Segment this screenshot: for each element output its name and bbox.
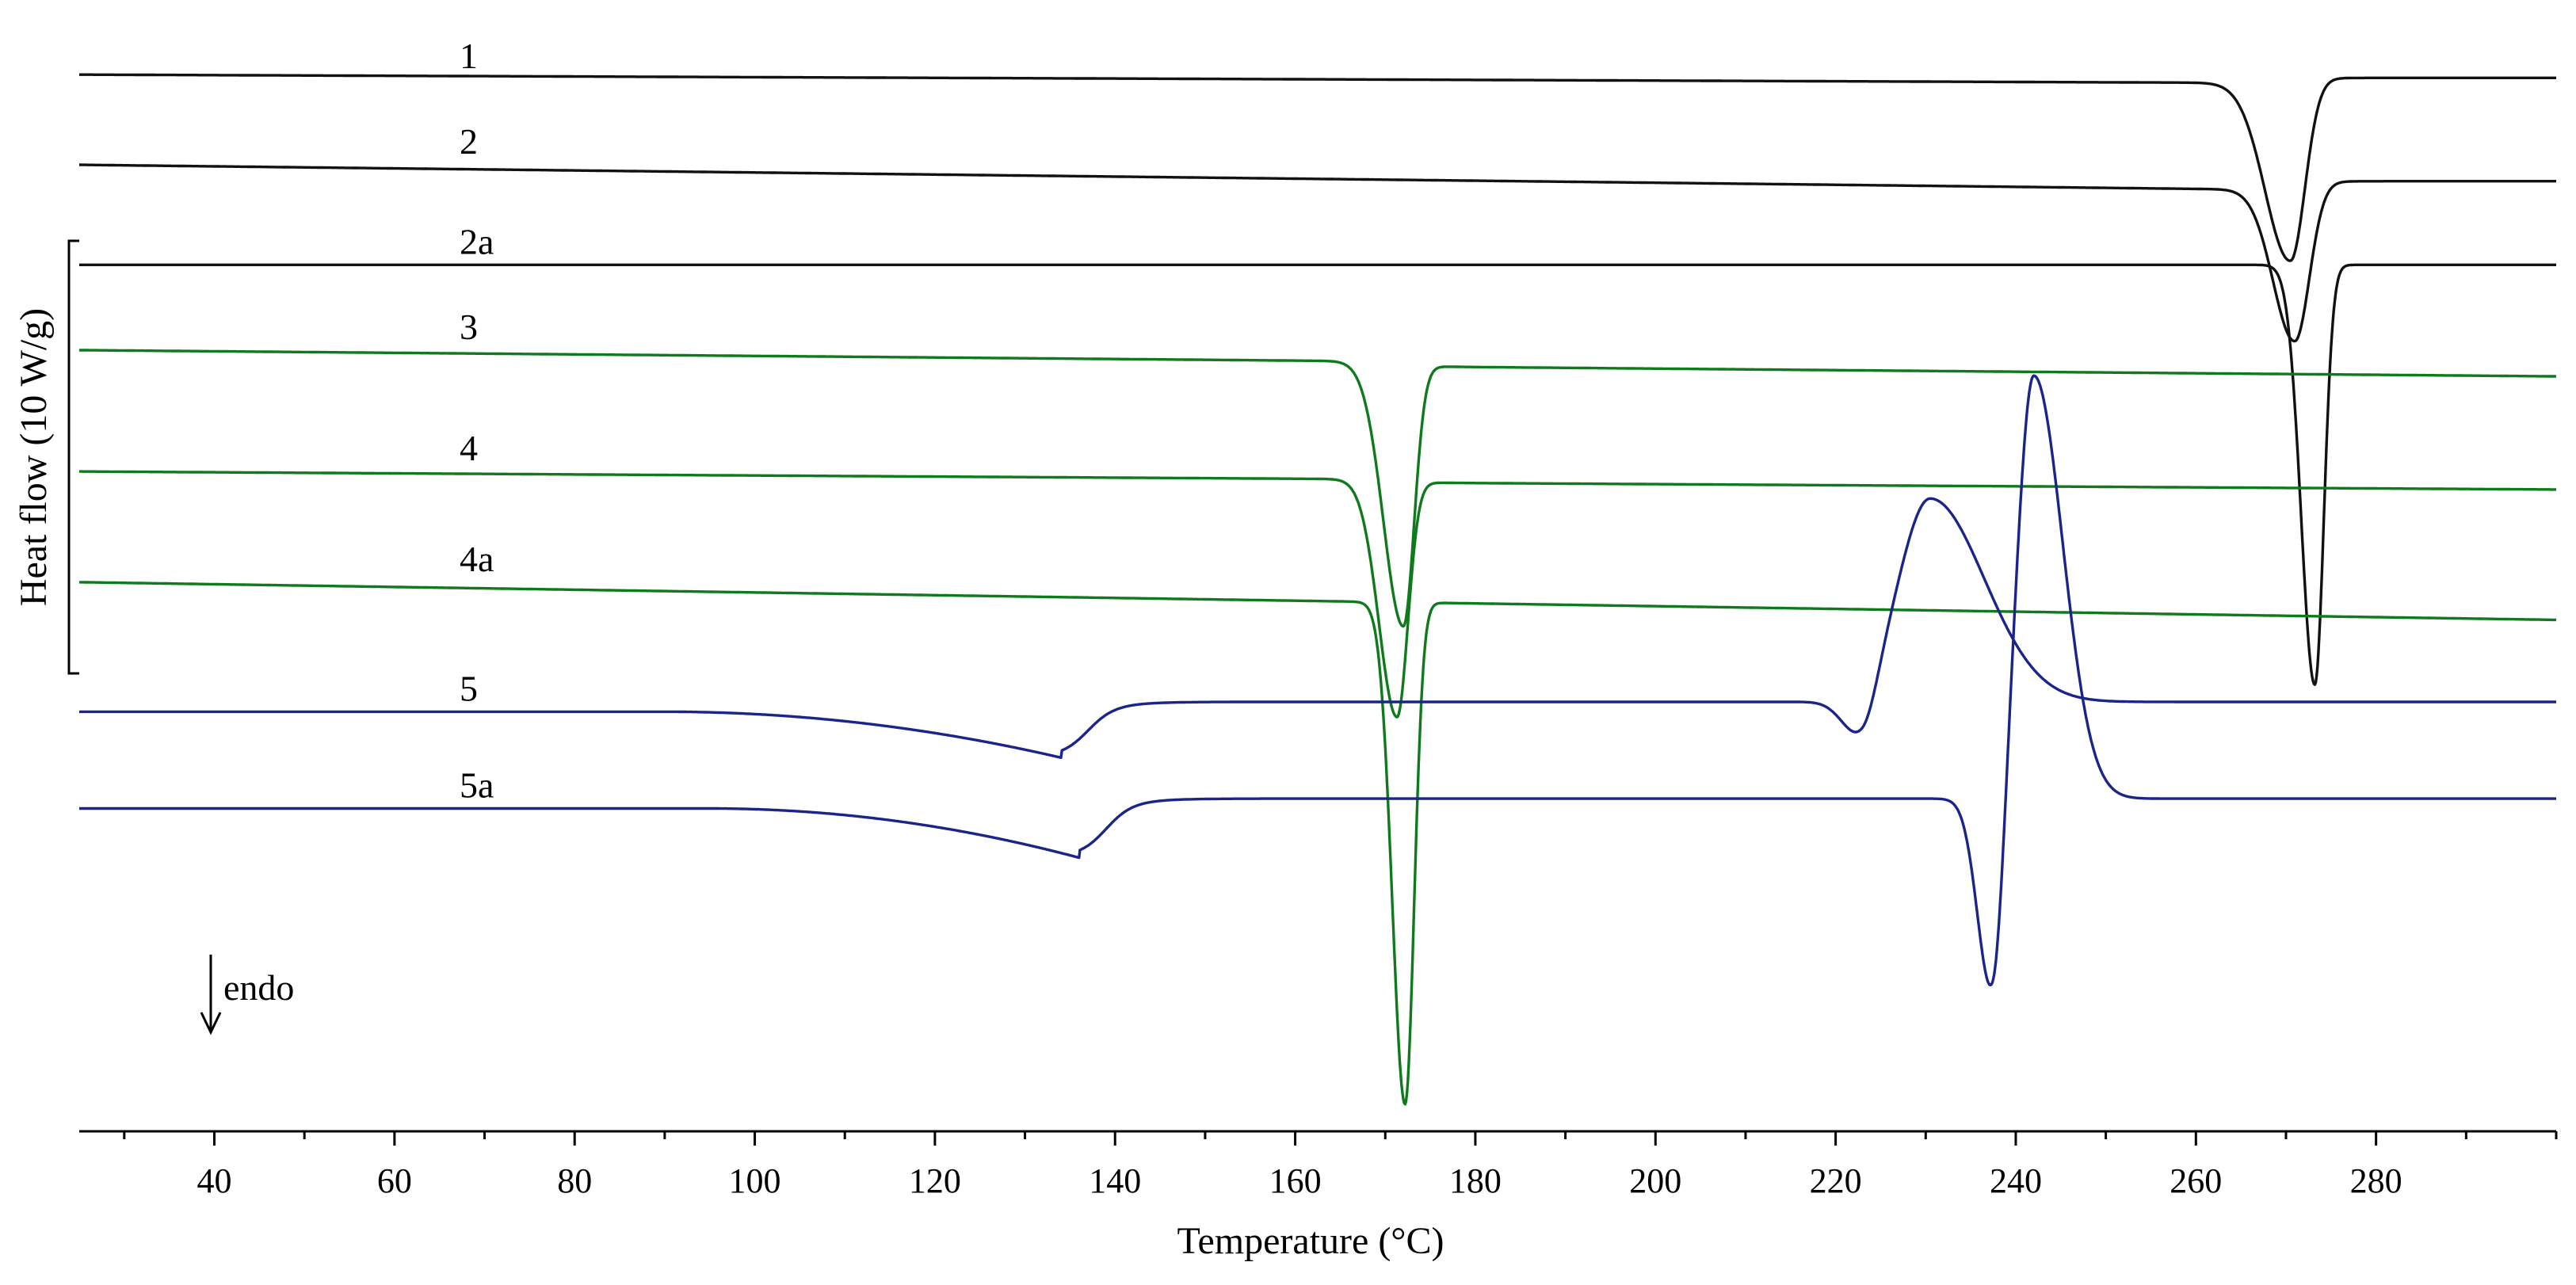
series-line-2a — [78, 263, 2557, 686]
x-tick-label: 140 — [1089, 1161, 1141, 1200]
series-line-3 — [78, 349, 2557, 628]
x-tick-label: 260 — [2170, 1161, 2222, 1200]
x-tick-label: 80 — [557, 1161, 592, 1200]
series-line-4 — [78, 470, 2557, 719]
arrow-down-icon — [200, 1012, 222, 1035]
x-tick-label: 120 — [909, 1161, 961, 1200]
series-label-3: 3 — [460, 307, 478, 347]
series-label-4a: 4a — [460, 539, 494, 579]
curves-layer — [78, 73, 2557, 1106]
x-tick-label: 180 — [1449, 1161, 1502, 1200]
x-tick-label: 100 — [729, 1161, 781, 1200]
y-scale-bracket — [67, 239, 79, 675]
series-label-5a: 5a — [460, 765, 494, 806]
x-tick-label: 200 — [1629, 1161, 1681, 1200]
x-tick-label: 280 — [2350, 1161, 2402, 1200]
x-tick-label: 240 — [1990, 1161, 2042, 1200]
series-line-4a — [78, 581, 2557, 1106]
x-tick-label: 40 — [197, 1161, 232, 1200]
endo-indicator: endo — [200, 955, 294, 1035]
series-line-2 — [78, 163, 2557, 343]
series-line-5a — [78, 374, 2557, 987]
endo-label: endo — [223, 967, 294, 1008]
y-axis: Heat flow (10 W/g) — [13, 239, 79, 675]
x-axis: 40 60 80 100 120 140 160 180 200 220 240 260 280 — [79, 1130, 2558, 1200]
series-line-5 — [78, 497, 2557, 759]
series-line-1 — [78, 73, 2557, 262]
series-label-4: 4 — [460, 428, 478, 468]
y-axis-title: Heat flow (10 W/g) — [13, 308, 55, 606]
series-label-2a: 2a — [460, 221, 494, 261]
x-ticks: 40 60 80 100 120 140 160 180 200 220 240 260 280 — [123, 1131, 2558, 1200]
series-label-1: 1 — [460, 36, 478, 76]
series-label-5: 5 — [460, 668, 478, 708]
x-tick-label: 160 — [1269, 1161, 1322, 1200]
curve-labels-layer: 1 2 2a 3 4 4a 5 5a — [460, 36, 494, 805]
series-label-2: 2 — [460, 121, 478, 162]
x-tick-label: 60 — [377, 1161, 412, 1200]
x-axis-title: Temperature (°C) — [1177, 1220, 1444, 1262]
x-tick-label: 220 — [1810, 1161, 1862, 1200]
